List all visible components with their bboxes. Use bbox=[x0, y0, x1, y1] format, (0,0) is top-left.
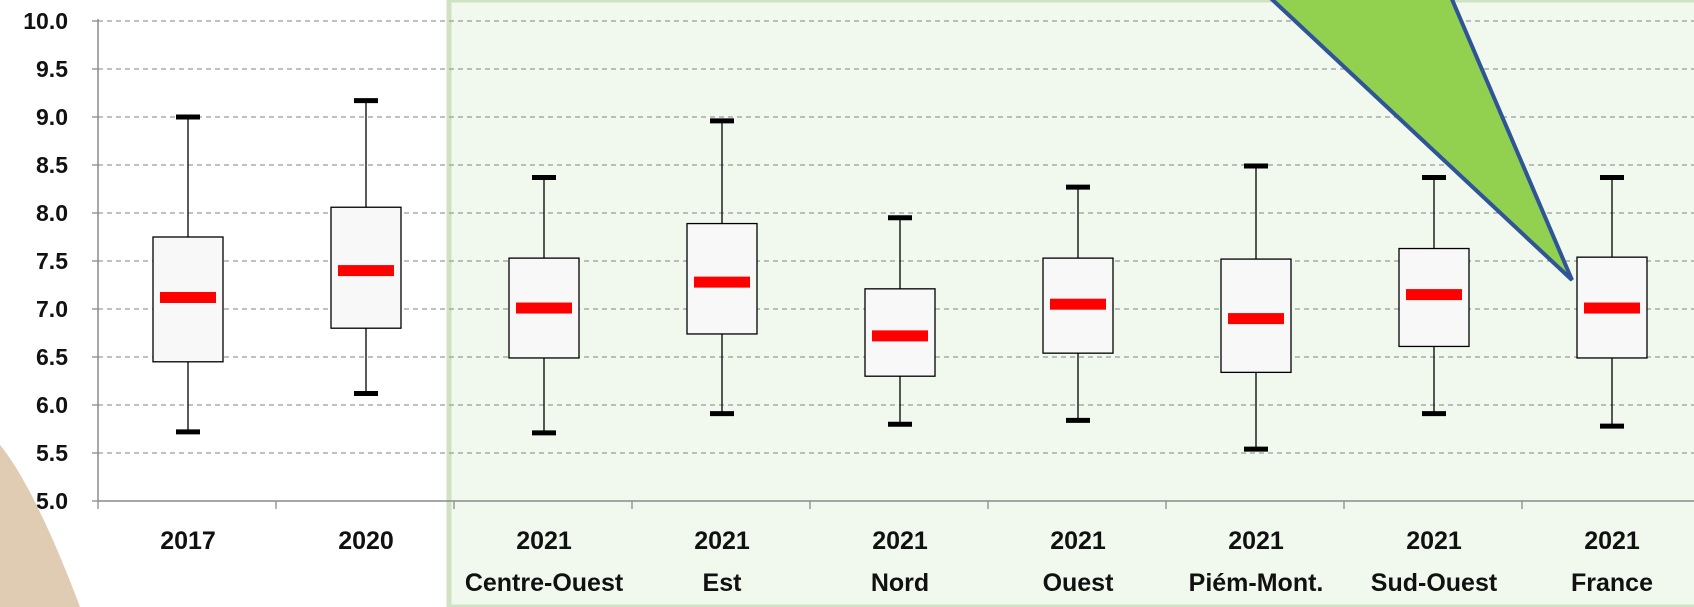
y-tick-label: 7.5 bbox=[36, 248, 68, 274]
median-bar bbox=[694, 276, 750, 288]
x-category-label-line2: Nord bbox=[871, 569, 929, 597]
median-bar bbox=[338, 265, 394, 277]
y-tick-label: 5.0 bbox=[36, 488, 68, 514]
decorative-left-swoosh bbox=[0, 445, 80, 607]
median-bar bbox=[516, 302, 572, 314]
x-category-label-line1: 2021 bbox=[1228, 527, 1284, 555]
x-category-label-line1: 2021 bbox=[1406, 527, 1462, 555]
x-category-label-line1: 2021 bbox=[1050, 527, 1106, 555]
x-category-label-line2: Centre-Ouest bbox=[465, 569, 624, 597]
median-bar bbox=[1584, 302, 1640, 314]
box-1 bbox=[330, 98, 402, 396]
box-4 bbox=[864, 215, 936, 427]
median-bar bbox=[1406, 289, 1462, 301]
x-category-label-line1: 2017 bbox=[160, 527, 216, 555]
x-category-label-line1: 2020 bbox=[338, 527, 394, 555]
box-3 bbox=[686, 118, 758, 417]
y-tick-label: 9.0 bbox=[36, 104, 68, 130]
box-8 bbox=[1576, 174, 1648, 429]
y-tick-label: 6.5 bbox=[36, 344, 68, 370]
box-7 bbox=[1398, 174, 1470, 417]
y-tick-label: 7.0 bbox=[36, 296, 68, 322]
y-tick-label: 9.5 bbox=[36, 56, 68, 82]
y-tick-label: 10.0 bbox=[23, 8, 68, 34]
callout-pointer bbox=[1269, 0, 1574, 282]
y-tick-label: 8.0 bbox=[36, 200, 68, 226]
x-category-label-line1: 2021 bbox=[516, 527, 572, 555]
x-category-label-line2: France bbox=[1571, 569, 1653, 597]
box-5 bbox=[1042, 184, 1114, 423]
box-6 bbox=[1220, 163, 1292, 452]
y-tick-label: 8.5 bbox=[36, 152, 68, 178]
median-bar bbox=[160, 291, 216, 303]
median-bar bbox=[1050, 298, 1106, 310]
y-tick-label: 5.5 bbox=[36, 440, 68, 466]
box-0 bbox=[152, 114, 224, 435]
median-bar bbox=[1228, 313, 1284, 325]
x-category-label-line2: Piém-Mont. bbox=[1189, 569, 1324, 597]
x-category-label-line1: 2021 bbox=[1584, 527, 1640, 555]
x-category-label-line1: 2021 bbox=[694, 527, 750, 555]
x-category-label-line1: 2021 bbox=[872, 527, 928, 555]
x-category-label-line2: Sud-Ouest bbox=[1371, 569, 1498, 597]
y-tick-label: 6.0 bbox=[36, 392, 68, 418]
median-bar bbox=[872, 330, 928, 342]
x-category-label-line2: Est bbox=[703, 569, 743, 597]
x-category-label-line2: Ouest bbox=[1043, 569, 1115, 597]
box-2 bbox=[508, 174, 580, 436]
